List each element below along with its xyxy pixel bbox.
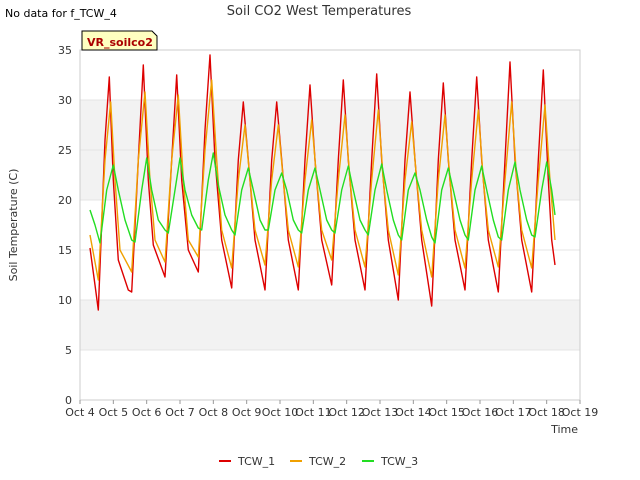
legend-label: TCW_3	[380, 455, 418, 468]
site-badge: VR_soilco2	[81, 30, 158, 51]
legend-label: TCW_2	[308, 455, 346, 468]
x-tick-label: Oct 13	[362, 406, 399, 419]
x-tick-label: Oct 12	[328, 406, 365, 419]
y-tick-label: 20	[58, 194, 72, 207]
legend-label: TCW_1	[237, 455, 275, 468]
plot-band-0	[80, 300, 580, 350]
chart-title: Soil CO2 West Temperatures	[227, 4, 412, 19]
series-line-tcw-3	[89, 152, 556, 244]
x-tick-label: Oct 14	[395, 406, 432, 419]
y-tick-label: 35	[58, 44, 72, 57]
plot-bands	[80, 100, 580, 350]
x-tick-label: Oct 11	[295, 406, 332, 419]
series-line-tcw-2	[89, 79, 556, 281]
x-axis-label: Time	[550, 423, 578, 436]
no-data-note: No data for f_TCW_4	[5, 7, 117, 20]
x-tick-label: Oct 5	[99, 406, 129, 419]
x-tick-label: Oct 10	[262, 406, 299, 419]
x-tick-label: Oct 15	[428, 406, 465, 419]
y-tick-label: 15	[58, 244, 72, 257]
site-badge-label: VR_soilco2	[87, 36, 153, 49]
x-tick-label: Oct 16	[462, 406, 499, 419]
y-tick-label: 10	[58, 294, 72, 307]
y-tick-label: 5	[65, 344, 72, 357]
x-tick-label: Oct 19	[562, 406, 599, 419]
y-axis-label: Soil Temperature (C)	[7, 169, 20, 282]
x-tick-label: Oct 9	[232, 406, 262, 419]
x-tick-label: Oct 6	[132, 406, 162, 419]
series-layer	[89, 54, 556, 311]
y-tick-label: 30	[58, 94, 72, 107]
y-tick-label: 0	[65, 394, 72, 407]
x-tick-label: Oct 17	[495, 406, 532, 419]
x-tick-label: Oct 7	[165, 406, 195, 419]
legend: TCW_1 TCW_2 TCW_3	[219, 455, 418, 468]
y-tick-label: 25	[58, 144, 72, 157]
x-tick-label: Oct 4	[65, 406, 95, 419]
x-tick-label: Oct 18	[528, 406, 565, 419]
plot-frame	[79, 49, 581, 401]
x-tick-label: Oct 8	[199, 406, 229, 419]
